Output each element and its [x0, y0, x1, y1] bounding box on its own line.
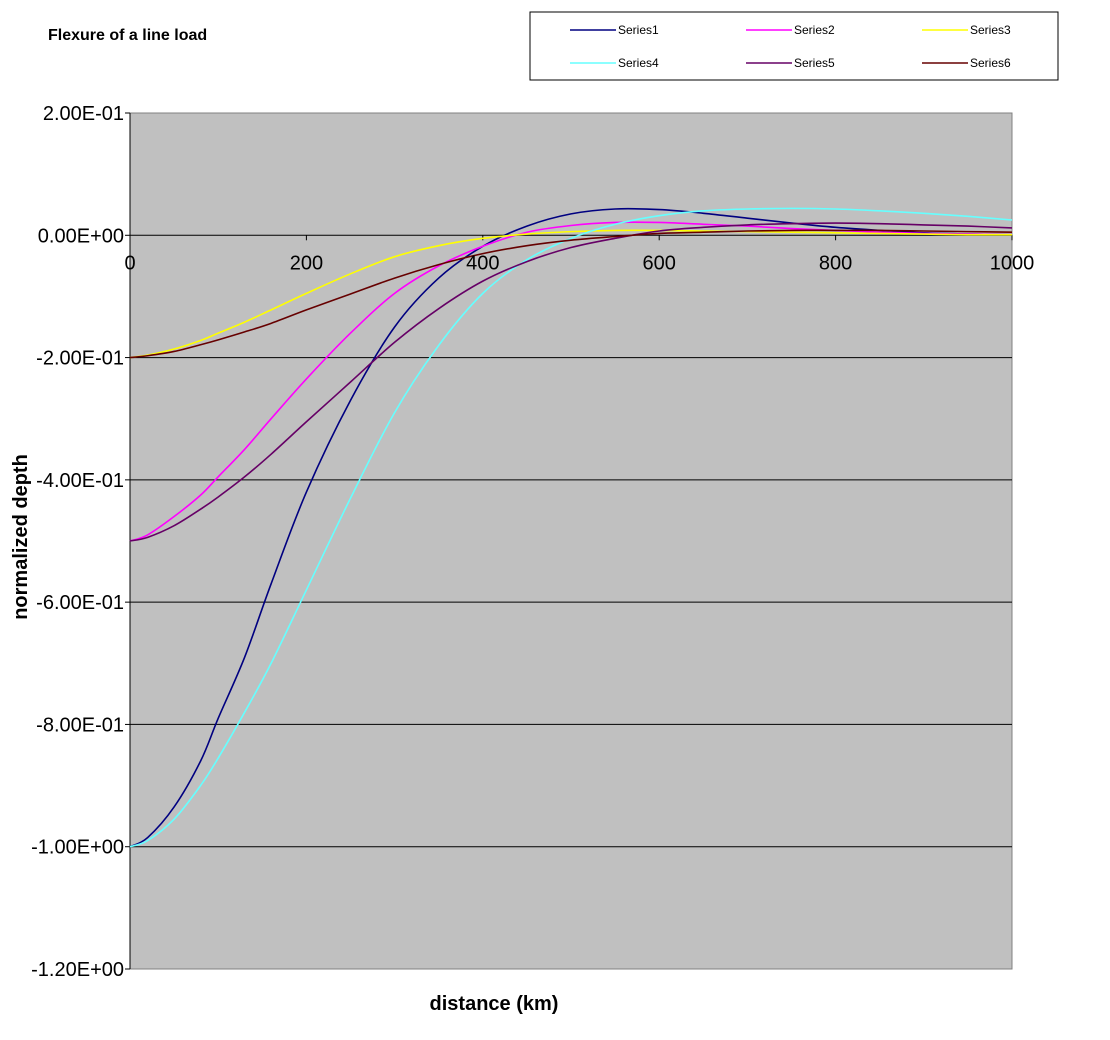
x-tick-label: 400 [466, 252, 499, 274]
y-tick-label: -2.00E-01 [36, 348, 124, 370]
y-tick-label: -4.00E-01 [36, 470, 124, 492]
x-tick-label: 600 [643, 252, 676, 274]
series-lines [129, 207, 1013, 848]
legend-label: Series1 [618, 23, 659, 37]
legend: Series1 Series2 Series3 Series4 Series5 Serie… [529, 11, 1059, 81]
y-tick-label: 0.00E+00 [38, 225, 124, 247]
gridlines [130, 357, 1012, 848]
legend-label: Series4 [618, 56, 659, 70]
y-tick-label: -8.00E-01 [36, 714, 124, 736]
y-tick-label: -6.00E-01 [36, 592, 124, 614]
series-6 [129, 229, 1013, 359]
y-tick-label: 2.00E-01 [43, 103, 124, 125]
chart-title: Flexure of a line load [48, 27, 207, 44]
series-line [129, 229, 1013, 359]
x-tick-labels: 0 200 400 600 800 1000 [124, 252, 1034, 274]
legend-label: Series3 [970, 23, 1011, 37]
y-tick-label: -1.00E+00 [31, 837, 124, 859]
legend-label: Series5 [794, 56, 835, 70]
x-tick-label: 200 [290, 252, 323, 274]
x-tick-label: 0 [124, 252, 135, 274]
x-tick-label: 1000 [990, 252, 1035, 274]
legend-label: Series2 [794, 23, 835, 37]
plot-area [129, 112, 1013, 970]
series-5 [129, 222, 1013, 542]
legend-box [529, 11, 1059, 81]
series-4 [129, 207, 1013, 848]
series-line [129, 229, 1013, 359]
series-line [129, 222, 1013, 542]
y-axis-label: normalized depth [10, 454, 32, 620]
x-tick-label: 800 [819, 252, 852, 274]
y-tick-label: -1.20E+00 [31, 959, 124, 981]
legend-label: Series6 [970, 56, 1011, 70]
series-line [129, 207, 1013, 848]
y-tick-labels: 2.00E-01 0.00E+00 -2.00E-01 -4.00E-01 -6.00E… [31, 103, 124, 981]
series-3 [129, 229, 1013, 359]
x-axis-label: distance (km) [430, 993, 559, 1015]
